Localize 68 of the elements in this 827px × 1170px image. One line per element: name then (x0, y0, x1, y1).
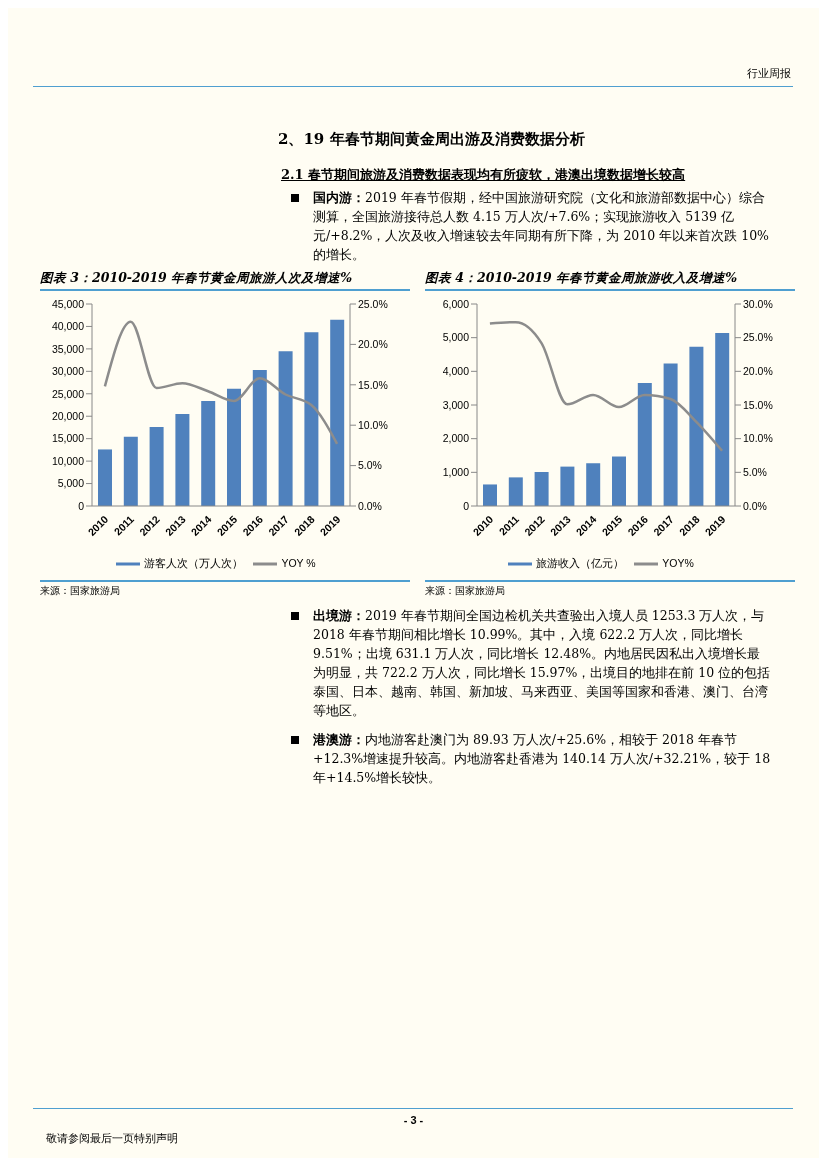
bar (98, 449, 112, 506)
legend-label: YOY % (281, 556, 316, 569)
bar (149, 427, 164, 506)
bar (330, 319, 345, 506)
text: 国内游：2019 年春节假期，经中国旅游研究院（文化和旅游部数据中心）综合测算，全国旅游接待总人数 4.15 万人次/+7.6%；实现旅游收入 5139 亿元/+8.2%，人次及收入增速较去年同期有所下降，为 2010 年以来首次跌 10%的增长。 (313, 189, 770, 264)
y-tick-label: 10,000 (51, 454, 85, 467)
bar (252, 369, 267, 506)
legend-label: 旅游收入（亿元） (536, 556, 625, 569)
text: 港澳游：内地游客赴澳门为 89.93 万人次/+25.6%，相较于 2018 年春节+12.3%增速提升较高。内地游客赴香港为 140.14 万人次/+32.21%，较于 18 年+14.5%增长较快。 (313, 731, 771, 787)
y2-tick-label: 5.0% (743, 466, 767, 479)
chart-title: 图表 3：2010-2019 年春节黄金周旅游人次及增速% (40, 270, 410, 291)
y-tick-label: 1,000 (442, 466, 470, 479)
bar (123, 436, 138, 506)
y2-tick-label: 20.0% (358, 338, 388, 351)
bar (715, 332, 730, 506)
y2-tick-label: 0.0% (743, 499, 767, 512)
y-tick-label: 2,000 (442, 432, 470, 445)
bar (304, 332, 319, 506)
text: 出境游：2019 年春节期间全国边检机关共查验出入境人员 1253.3 万人次，与 2018 年春节期间相比增长 10.99%。其中，入境 622.2 万人次，同比增长 9.51%；出境 631.1 万人次，同比增长 12.48%。内地居民因私出入境增长最为明显，共 722.2 万人次，同比增长 15.97%，出境目的地排在前 10 位的包括泰国、日本、越南、韩国、新加坡、马来西亚、美国等国家和香港、澳门、台湾等地区。 (313, 607, 771, 720)
y-tick-label: 30,000 (51, 365, 85, 378)
y-tick-label: 45,000 (51, 297, 85, 310)
y2-tick-label: 25.0% (743, 331, 773, 344)
y2-tick-label: 15.0% (743, 398, 773, 411)
y-tick-label: 6,000 (442, 297, 470, 310)
y2-tick-label: 0.0% (358, 499, 382, 512)
y-tick-label: 3,000 (442, 398, 470, 411)
line-series (103, 320, 339, 446)
chart-title: 图表 4：2010-2019 年春节黄金周旅游收入及增速% (425, 270, 795, 291)
bar (586, 463, 601, 506)
y-tick-label: 5,000 (57, 477, 85, 490)
y2-tick-label: 20.0% (743, 365, 773, 378)
text: 行业周报 (747, 66, 791, 81)
text: - 3 - (402, 1114, 425, 1126)
bar (483, 484, 497, 506)
y2-tick-label: 15.0% (358, 378, 388, 391)
bar (508, 477, 523, 506)
y-tick-label: 35,000 (51, 342, 85, 355)
y-tick-label: 4,000 (442, 365, 470, 378)
source-note: 来源：国家旅游局 (425, 580, 795, 598)
y-tick-label: 25,000 (51, 387, 85, 400)
text: 2.1 春节期间旅游及消费数据表现均有所疲软，港澳出境数据增长较高 (281, 166, 686, 184)
text: 2、19 年春节期间黄金周出游及消费数据分析 (278, 130, 585, 149)
legend-label: 游客人次（万人次） (144, 556, 244, 569)
bar (663, 363, 678, 506)
bar (612, 456, 626, 506)
y2-tick-label: 5.0% (358, 459, 382, 472)
bar (637, 383, 652, 506)
bar (201, 400, 216, 506)
y2-tick-label: 10.0% (743, 432, 773, 445)
bar (560, 466, 575, 506)
bar (278, 351, 293, 506)
bar (689, 346, 704, 506)
y-tick-label: 5,000 (442, 331, 470, 344)
y2-tick-label: 25.0% (358, 297, 388, 310)
bar (175, 413, 190, 506)
legend-label: YOY% (662, 556, 694, 569)
y-tick-label: 20,000 (51, 409, 85, 422)
bar (227, 388, 241, 506)
text: 敬请参阅最后一页特别声明 (46, 1132, 178, 1146)
bar (534, 472, 549, 506)
y2-tick-label: 10.0% (358, 418, 388, 431)
source-note: 来源：国家旅游局 (40, 580, 410, 598)
y-tick-label: 0 (78, 499, 85, 512)
y-tick-label: 0 (463, 499, 470, 512)
y-tick-label: 40,000 (51, 320, 85, 333)
y2-tick-label: 30.0% (743, 297, 773, 310)
line-series (488, 320, 724, 453)
y-tick-label: 15,000 (51, 432, 85, 445)
